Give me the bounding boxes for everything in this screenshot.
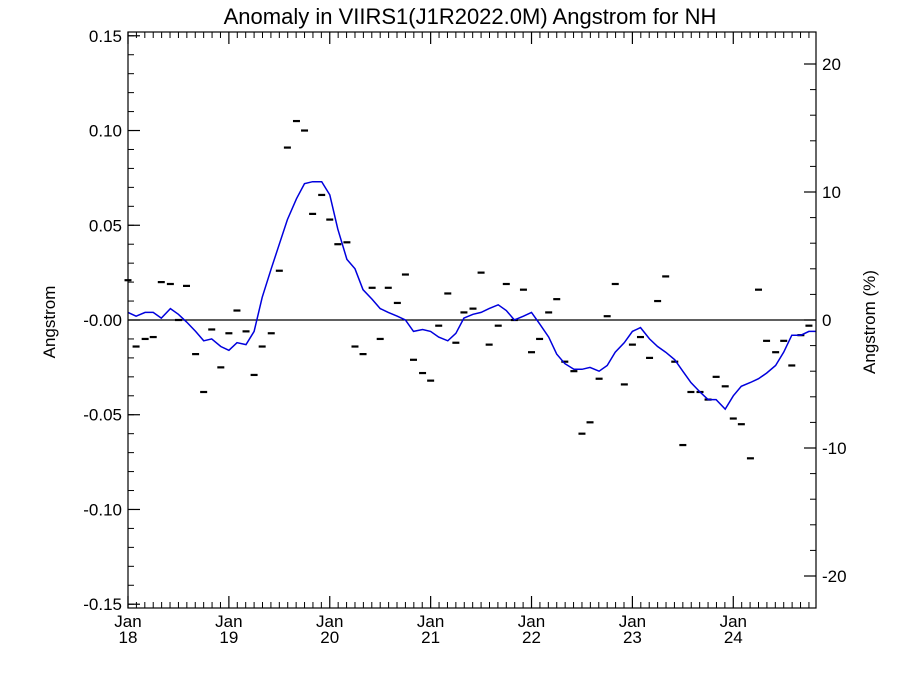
y-tick-label: -0.10 xyxy=(83,500,122,519)
y2-axis-label-group: Angstrom (%) xyxy=(860,270,879,374)
x-tick-month: Jan xyxy=(417,612,444,631)
y-axis-label: Angstrom xyxy=(40,286,59,359)
axis-ticks: 0.15 0.10 0.05 -0.00 -0.05 -0.10 -0.15 20 10 0 -10… xyxy=(83,27,846,647)
anomaly-markers xyxy=(124,119,813,460)
y-tick-label: -0.05 xyxy=(83,406,122,425)
x-tick-month: Jan xyxy=(720,612,747,631)
y2-tick-label: 0 xyxy=(822,311,831,330)
x-tick-month: Jan xyxy=(316,612,343,631)
x-tick-year: 20 xyxy=(320,628,339,647)
y2-tick-label: 20 xyxy=(822,55,841,74)
y-tick-label: 0.05 xyxy=(89,216,122,235)
x-tick-year: 21 xyxy=(421,628,440,647)
x-tick-year: 19 xyxy=(219,628,238,647)
chart-title: Anomaly in VIIRS1(J1R2022.0M) Angstrom f… xyxy=(224,4,717,29)
x-tick-month: Jan xyxy=(114,612,141,631)
y2-tick-label: 10 xyxy=(822,183,841,202)
x-tick-year: 22 xyxy=(522,628,541,647)
y2-tick-label: -20 xyxy=(822,567,847,586)
y-tick-label: -0.15 xyxy=(83,595,122,614)
plot-frame xyxy=(127,31,817,609)
x-tick-month: Jan xyxy=(518,612,545,631)
x-tick-year: 24 xyxy=(724,628,743,647)
y-tick-label: -0.00 xyxy=(83,311,122,330)
y-tick-label: 0.10 xyxy=(89,122,122,141)
x-tick-year: 23 xyxy=(623,628,642,647)
x-tick-month: Jan xyxy=(215,612,242,631)
smoothed-anomaly-line xyxy=(127,180,816,411)
y2-tick-label: -10 xyxy=(822,439,847,458)
y-axis-label-group: Angstrom xyxy=(40,286,59,359)
x-tick-year: 18 xyxy=(119,628,138,647)
x-tick-month: Jan xyxy=(619,612,646,631)
y-tick-label: 0.15 xyxy=(89,27,122,46)
y2-axis-label: Angstrom (%) xyxy=(860,270,879,374)
